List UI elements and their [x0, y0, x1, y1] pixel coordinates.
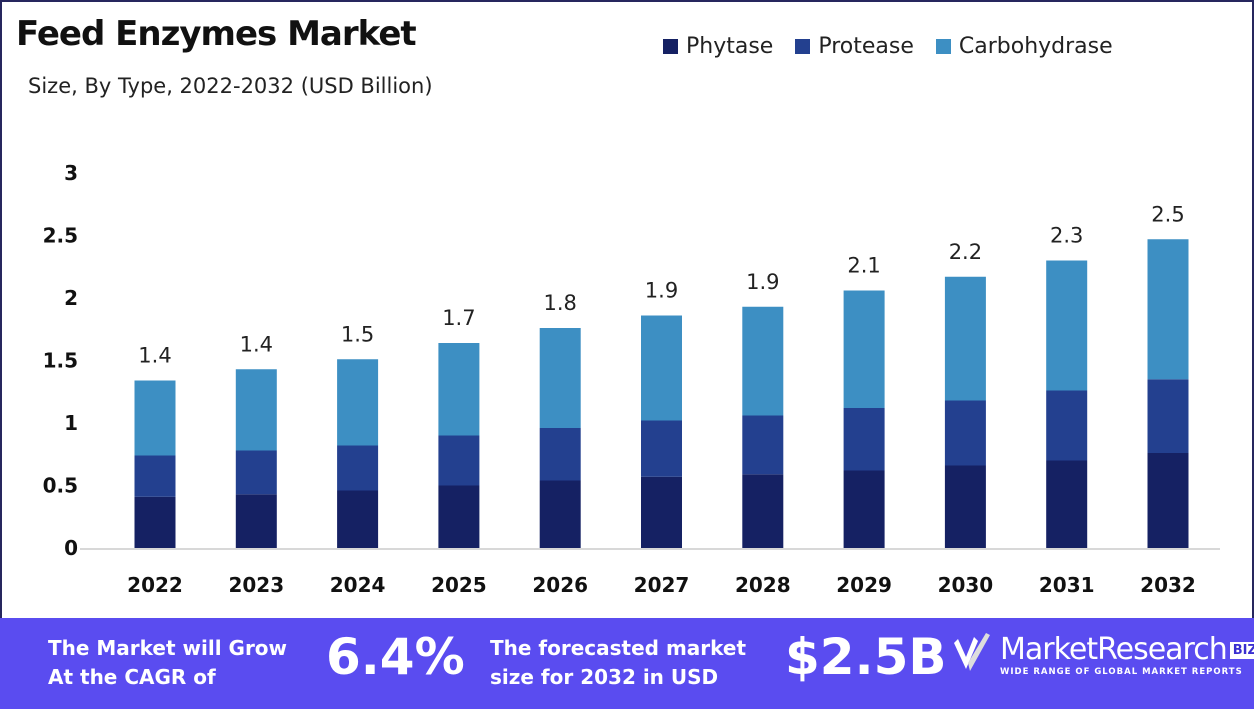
legend-label: Phytase — [686, 34, 774, 59]
bar-segment-carbohydrase — [1046, 260, 1088, 391]
bar-segment-carbohydrase — [843, 290, 885, 408]
bar-segment-phytase — [438, 485, 480, 548]
total-label: 2.3 — [1050, 224, 1083, 248]
bar-segment-carbohydrase — [742, 306, 784, 416]
legend-item-carbohydrase: Carbohydrase — [935, 34, 1113, 59]
y-tick-label: 2 — [64, 286, 78, 310]
total-label: 1.8 — [543, 291, 576, 315]
forecast-label-line1: The forecasted market — [490, 636, 747, 660]
legend-swatch — [663, 39, 678, 54]
forecast-value: $2.5B — [785, 628, 947, 686]
bar-segment-protease — [539, 428, 581, 481]
x-tick-label: 2028 — [735, 573, 791, 597]
legend-label: Protease — [818, 34, 914, 59]
y-tick-label: 0.5 — [43, 474, 78, 498]
x-tick-label: 2026 — [532, 573, 588, 597]
bar-segment-protease — [1046, 390, 1088, 461]
total-label: 1.9 — [645, 279, 678, 303]
bar-segment-protease — [944, 400, 986, 466]
bar-segment-protease — [843, 408, 885, 471]
x-tick-label: 2022 — [127, 573, 183, 597]
chart-title: Feed Enzymes Market — [16, 14, 417, 54]
bar-segment-phytase — [641, 476, 682, 548]
bar-segment-protease — [337, 445, 379, 491]
forecast-label-line2: size for 2032 in USD — [490, 665, 719, 689]
bar-segment-protease — [235, 450, 277, 495]
bar-chart: 0 0.5 1 1.5 2 2.5 3 1.4 2022 1.4 2023 1.5 2024 1.7 202… — [43, 161, 1220, 597]
legend: Phytase Protease Carbohydrase — [663, 34, 1113, 59]
bar-segment-carbohydrase — [944, 276, 986, 401]
total-label: 2.2 — [949, 240, 982, 264]
total-label: 1.4 — [240, 332, 273, 356]
legend-item-phytase: Phytase — [663, 34, 773, 59]
bar-segment-carbohydrase — [134, 380, 176, 456]
summary-banner: The Market will Grow At the CAGR of 6.4% … — [0, 618, 1254, 709]
total-label: 1.5 — [341, 322, 374, 346]
bar-segment-phytase — [843, 470, 885, 548]
y-tick-label: 1 — [64, 411, 78, 435]
cagr-label-line1: The Market will Grow — [48, 636, 288, 660]
x-tick-label: 2025 — [431, 573, 487, 597]
bar-segment-phytase — [235, 494, 277, 548]
bar-segment-carbohydrase — [641, 315, 682, 421]
y-tick-label: 0 — [64, 536, 78, 560]
x-tick-label: 2029 — [836, 573, 892, 597]
x-tick-label: 2024 — [330, 573, 386, 597]
legend-swatch — [795, 39, 811, 54]
bar-segment-protease — [438, 435, 480, 486]
legend-label: Carbohydrase — [958, 34, 1113, 59]
bar-segment-phytase — [337, 490, 379, 548]
cagr-label: The Market will Grow At the CAGR of — [48, 634, 287, 692]
total-label: 1.4 — [138, 344, 171, 368]
bar-segment-carbohydrase — [235, 369, 277, 451]
x-tick-label: 2023 — [228, 573, 284, 597]
forecast-label: The forecasted market size for 2032 in US… — [490, 634, 746, 692]
legend-item-protease: Protease — [795, 34, 914, 59]
bar-segment-carbohydrase — [1147, 239, 1189, 380]
logo-tagline: WIDE RANGE OF GLOBAL MARKET REPORTS — [1000, 667, 1243, 677]
bar-segment-phytase — [539, 480, 581, 548]
logo-name: MarketResearch — [1000, 632, 1228, 667]
marketresearch-logo: MarketResearch BIZ WIDE RANGE OF GLOBAL M… — [952, 632, 1254, 677]
x-tick-label: 2032 — [1140, 573, 1196, 597]
bar-segment-protease — [1147, 379, 1189, 453]
total-label: 1.9 — [746, 270, 779, 294]
bar-segment-phytase — [944, 465, 986, 548]
x-tick-label: 2027 — [634, 573, 690, 597]
bar-segment-carbohydrase — [337, 359, 379, 446]
x-tick-label: 2031 — [1039, 573, 1095, 597]
bar-segment-protease — [742, 415, 784, 475]
total-label: 2.1 — [847, 254, 880, 278]
logo-badge: BIZ — [1229, 642, 1254, 659]
x-tick-label: 2030 — [938, 573, 994, 597]
bar-segment-phytase — [742, 474, 784, 548]
bar-segment-carbohydrase — [438, 343, 480, 436]
legend-swatch — [935, 39, 951, 54]
bar-segment-phytase — [134, 496, 176, 548]
total-label: 2.5 — [1151, 202, 1184, 226]
y-tick-label: 3 — [64, 161, 78, 185]
bar-segment-protease — [134, 455, 176, 497]
cagr-label-line2: At the CAGR of — [48, 665, 216, 689]
bar-segment-carbohydrase — [539, 328, 581, 428]
chart-subtitle: Size, By Type, 2022-2032 (USD Billion) — [28, 74, 433, 98]
y-tick-label: 1.5 — [43, 349, 78, 373]
bar-segment-phytase — [1147, 453, 1189, 548]
check-logo-icon — [954, 632, 990, 671]
bar-segment-phytase — [1046, 460, 1088, 548]
cagr-value: 6.4% — [326, 628, 465, 686]
total-label: 1.7 — [442, 306, 475, 330]
y-tick-label: 2.5 — [43, 224, 78, 248]
bar-segment-protease — [641, 420, 682, 477]
